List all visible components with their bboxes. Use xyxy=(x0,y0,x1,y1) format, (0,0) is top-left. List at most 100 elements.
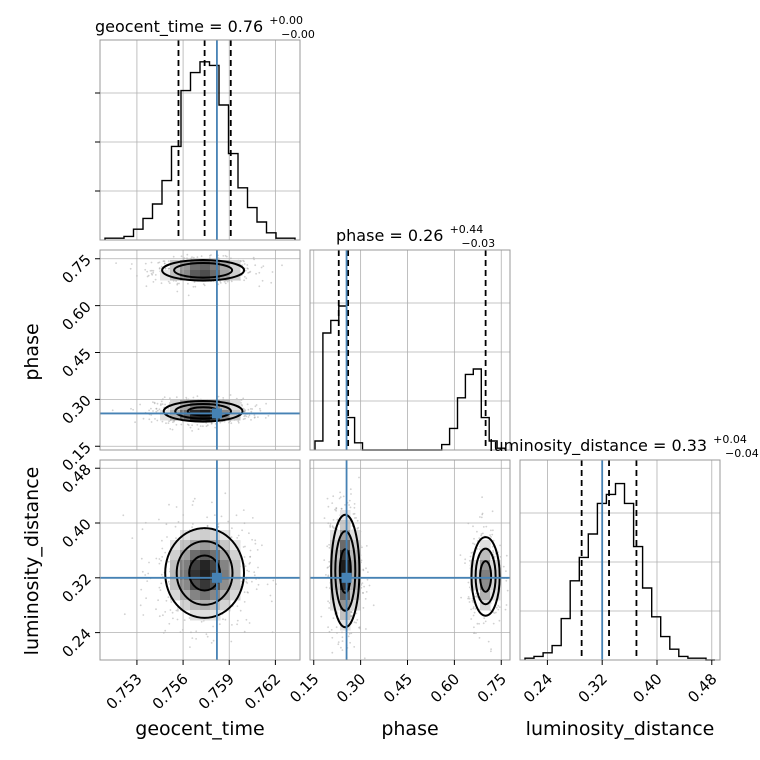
scatter-point xyxy=(164,551,167,554)
scatter-point xyxy=(142,614,145,616)
scatter-point xyxy=(206,635,209,638)
scatter-point xyxy=(475,592,477,595)
density-cell xyxy=(220,600,231,611)
scatter-point xyxy=(158,615,161,618)
scatter-point xyxy=(248,622,251,624)
scatter-point xyxy=(491,510,494,513)
scatter-point xyxy=(474,607,477,610)
density-cell xyxy=(180,580,191,591)
scatter-point xyxy=(151,269,153,272)
scatter-point xyxy=(357,526,360,529)
scatter-point xyxy=(247,272,250,274)
scatter-point xyxy=(167,280,170,283)
x-tick-label: 0.753 xyxy=(103,670,146,713)
scatter-point xyxy=(244,414,247,417)
scatter-point xyxy=(242,509,245,511)
x-tick-label: 0.40 xyxy=(629,670,665,706)
scatter-point xyxy=(332,526,334,529)
scatter-point xyxy=(249,408,252,410)
scatter-point xyxy=(176,290,179,293)
scatter-point xyxy=(191,256,193,258)
scatter-point xyxy=(161,539,163,542)
scatter-point xyxy=(482,622,485,625)
density-cell xyxy=(210,260,221,271)
scatter-point xyxy=(478,537,481,539)
contour-line xyxy=(161,259,246,282)
scatter-point xyxy=(356,527,359,530)
scatter-point xyxy=(146,275,149,278)
scatter-point xyxy=(235,514,238,517)
scatter-point xyxy=(197,428,200,430)
density-cell xyxy=(210,270,221,281)
scatter-point xyxy=(244,565,247,568)
scatter-point xyxy=(348,504,350,506)
contour-line xyxy=(174,403,233,420)
panel-frame xyxy=(99,39,301,241)
panel-frame xyxy=(309,459,511,661)
scatter-point xyxy=(245,581,248,583)
density-cell xyxy=(340,620,351,631)
scatter-point xyxy=(236,537,239,539)
scatter-point xyxy=(481,512,484,515)
scatter-point xyxy=(495,606,498,609)
scatter-point xyxy=(365,591,368,593)
density-cell xyxy=(480,570,491,581)
scatter-point xyxy=(262,265,265,267)
scatter-point xyxy=(158,562,161,565)
scatter-point xyxy=(200,620,203,623)
scatter-point xyxy=(163,260,166,263)
scatter-point xyxy=(141,528,144,531)
scatter-point xyxy=(199,425,202,427)
scatter-point xyxy=(132,408,135,411)
scatter-point xyxy=(355,621,357,624)
scatter-point xyxy=(362,569,365,572)
scatter-point xyxy=(167,260,170,262)
scatter-point xyxy=(335,507,338,510)
scatter-point xyxy=(148,409,151,412)
scatter-point xyxy=(240,402,242,404)
scatter-point xyxy=(217,283,220,286)
scatter-point xyxy=(168,267,171,270)
scatter-point xyxy=(368,584,371,587)
scatter-point xyxy=(358,626,360,629)
density-cell xyxy=(190,540,201,551)
title-phase: phase = 0.26 +0.44 −0.03 xyxy=(336,218,495,250)
scatter-point xyxy=(460,596,462,599)
scatter-point xyxy=(227,520,230,523)
histogram-step xyxy=(314,305,506,451)
scatter-point xyxy=(225,255,228,258)
scatter-point xyxy=(491,533,494,536)
scatter-point xyxy=(155,608,157,611)
scatter-point xyxy=(241,405,244,407)
scatter-point xyxy=(156,409,159,412)
contour-line xyxy=(164,527,246,619)
scatter-point xyxy=(180,255,183,258)
density-cell xyxy=(470,560,481,571)
scatter-point xyxy=(152,401,154,403)
scatter-point xyxy=(167,407,170,410)
scatter-point xyxy=(193,281,196,283)
scatter-point xyxy=(217,525,220,528)
scatter-point xyxy=(472,607,475,610)
scatter-point xyxy=(269,594,272,597)
scatter-point xyxy=(218,623,221,626)
scatter-point xyxy=(213,514,216,516)
scatter-point xyxy=(264,417,267,419)
density-cell xyxy=(200,400,211,411)
x-tick-label: 0.60 xyxy=(427,670,463,706)
scatter-point xyxy=(164,267,167,270)
scatter-point xyxy=(492,551,495,554)
scatter-point xyxy=(472,614,475,617)
x-tick-label: 0.30 xyxy=(333,670,369,706)
density-cell xyxy=(220,400,231,411)
scatter-point xyxy=(168,420,171,423)
scatter-point xyxy=(239,609,242,612)
scatter-point xyxy=(206,424,209,427)
scatter-point xyxy=(153,402,156,405)
scatter-point xyxy=(476,596,479,599)
scatter-point xyxy=(325,574,327,576)
x-tick-label: 0.32 xyxy=(575,670,611,706)
density-cell xyxy=(230,550,241,561)
scatter-point xyxy=(151,273,154,276)
scatter-point xyxy=(243,410,246,413)
